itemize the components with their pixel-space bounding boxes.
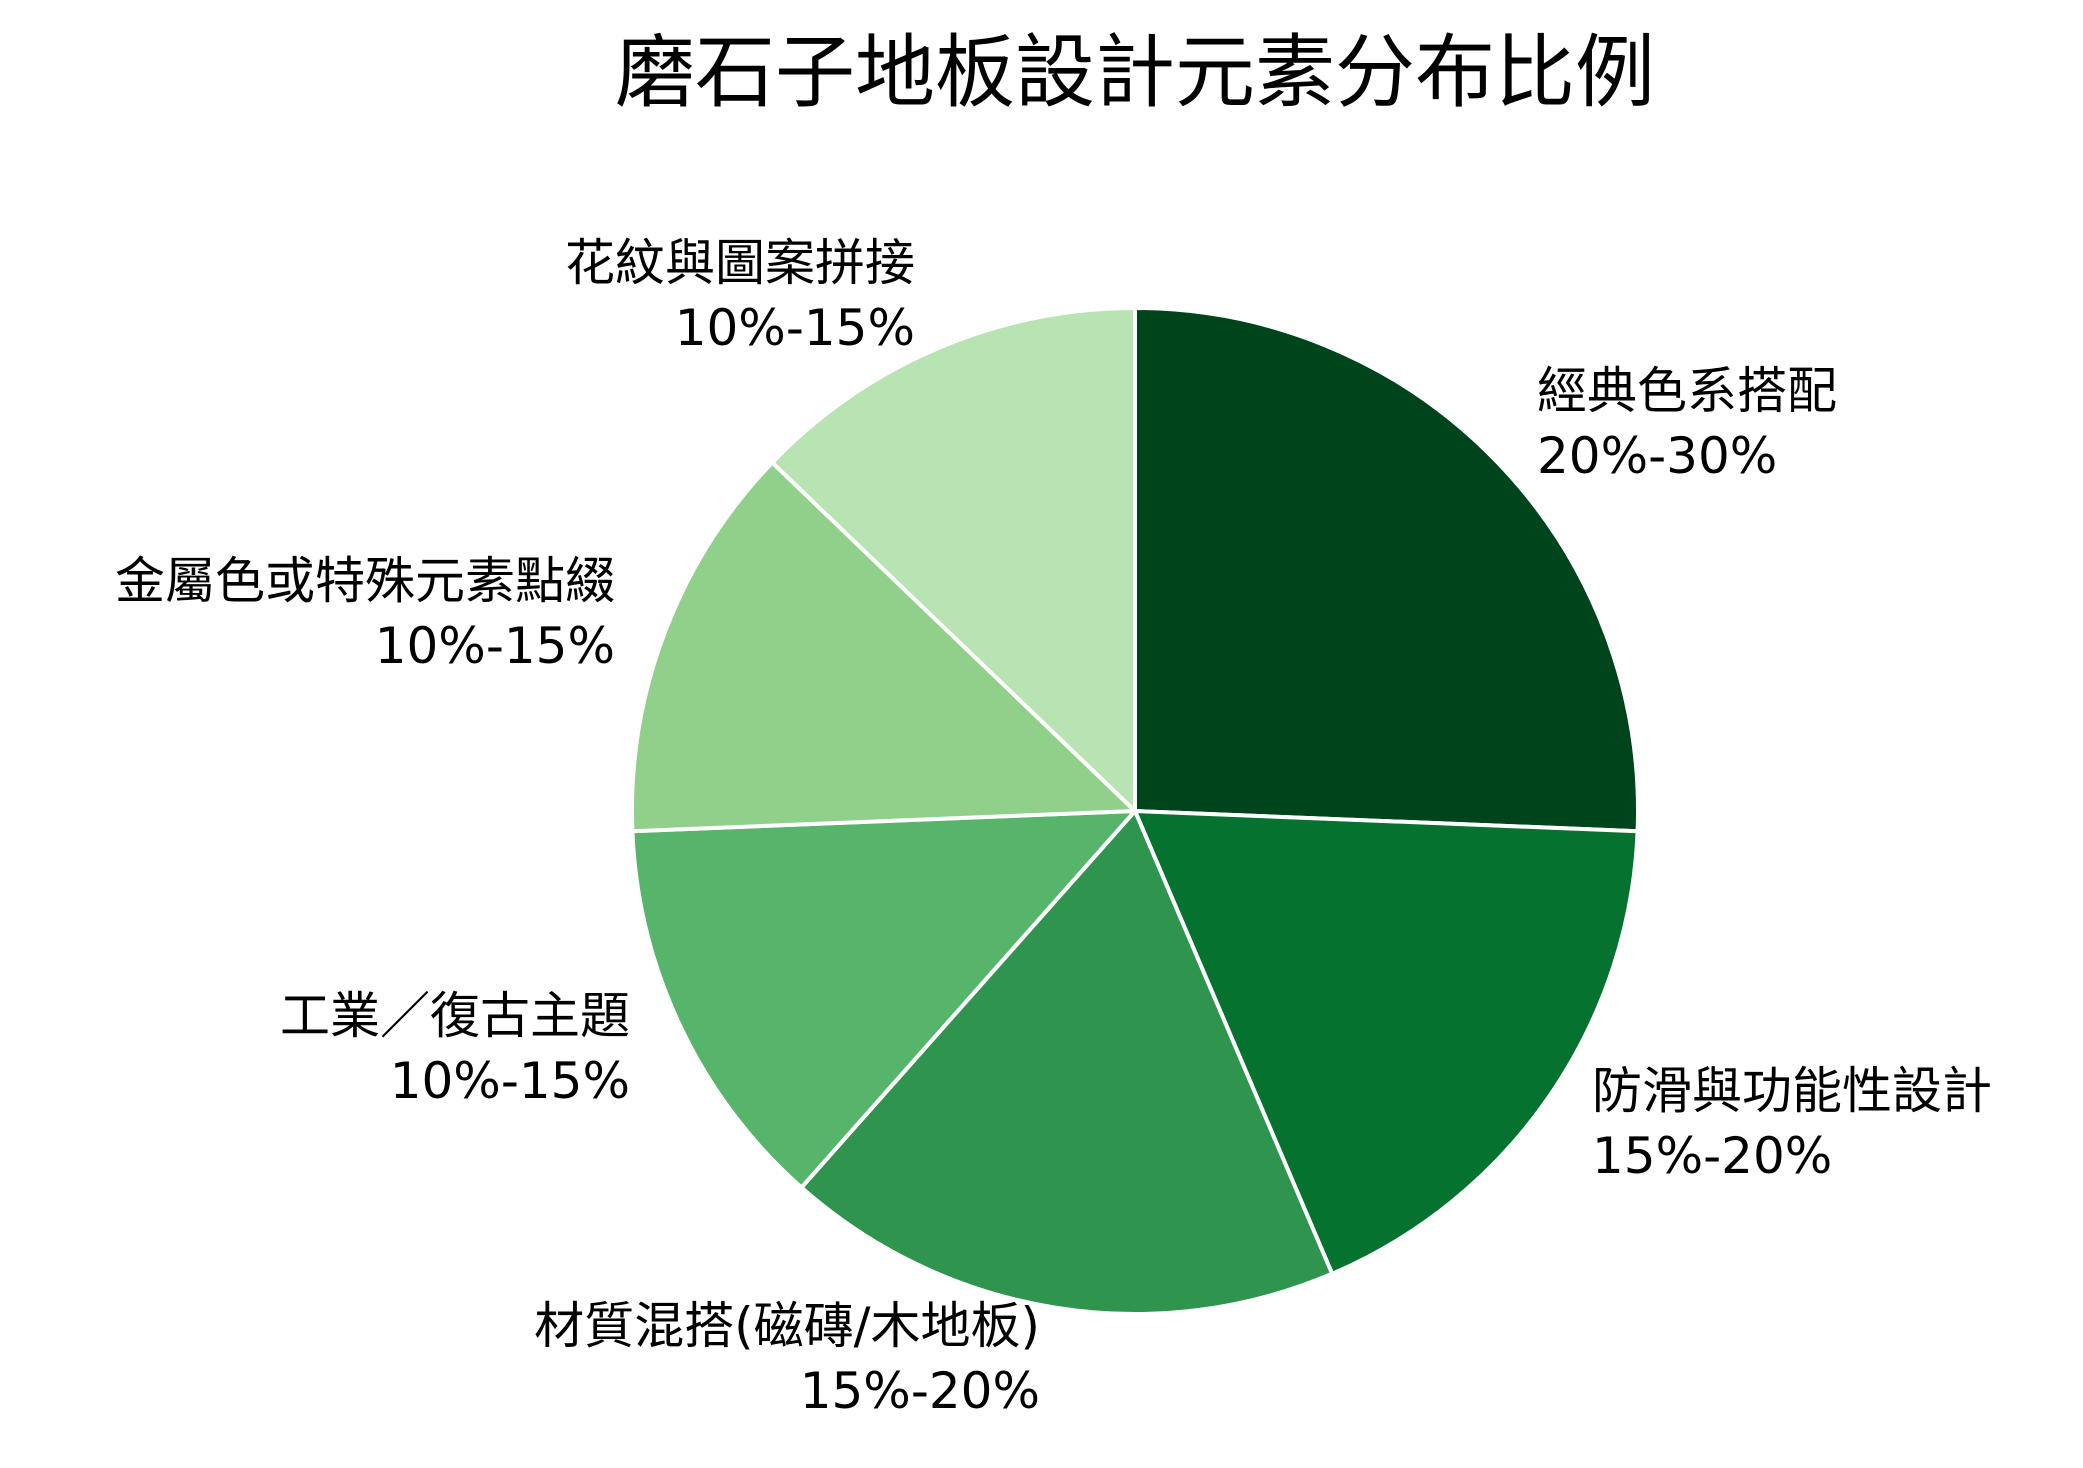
slice-percentage-label: 10%-15%	[675, 299, 915, 357]
pie-slice	[1133, 809, 1640, 1276]
slice-percentage-label: 15%-20%	[1592, 1127, 1832, 1185]
slice-label: 工業／復古主題	[280, 987, 630, 1045]
slice-percentage-label: 15%-20%	[800, 1362, 1040, 1420]
slice-percentage-label: 10%-15%	[375, 617, 615, 675]
pie-slice	[630, 460, 1137, 834]
pie-slice	[799, 809, 1335, 1316]
pie-slice	[770, 306, 1137, 813]
slice-label: 材質混搭(磁磚/木地板)	[534, 1297, 1040, 1355]
pie-slice	[1133, 306, 1640, 834]
slice-label: 防滑與功能性設計	[1592, 1062, 1992, 1120]
slice-label: 金屬色或特殊元素點綴	[115, 552, 615, 610]
pie-slice	[630, 809, 1137, 1190]
pie-slices	[630, 306, 1640, 1316]
slice-percentage-label: 20%-30%	[1537, 427, 1777, 485]
slice-label: 經典色系搭配	[1537, 362, 1837, 420]
slice-percentage-label: 10%-15%	[390, 1052, 630, 1110]
slice-labels: 經典色系搭配 20%-30% 防滑與功能性設計 15%-20% 材質混搭(磁磚/木地板)…	[115, 234, 1992, 1420]
chart-title: 磨石子地板設計元素分布比例	[615, 26, 1655, 119]
slice-label: 花紋與圖案拼接	[565, 234, 915, 292]
